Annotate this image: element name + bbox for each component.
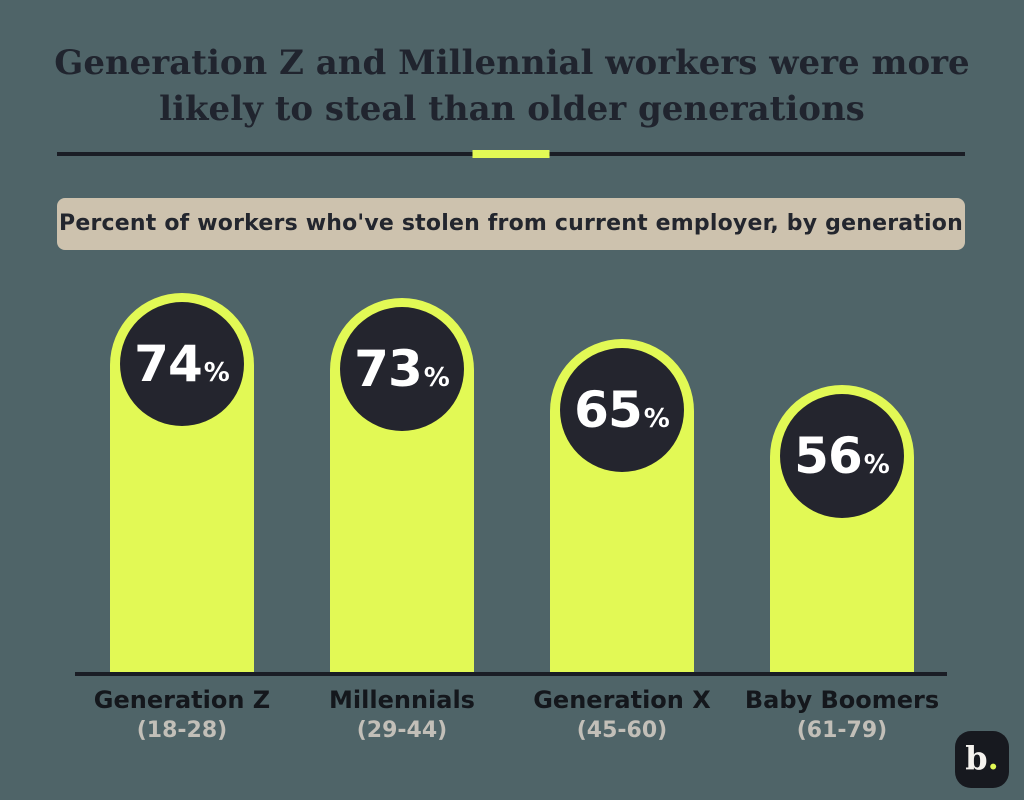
age-range-millennials: (29-44) (356, 718, 448, 743)
divider-accent-segment (472, 150, 550, 158)
age-range-generation-z: (18-28) (136, 718, 228, 743)
value-label: 56% (794, 427, 890, 485)
subtitle-banner: Percent of workers who've stolen from cu… (57, 198, 965, 250)
brand-logo: b. (955, 731, 1009, 788)
chart-title-line2: likely to steal than older generations (159, 89, 865, 129)
category-label-generation-x: Generation X (533, 686, 711, 714)
value-bubble-millennials: 73% (340, 307, 464, 431)
percent-sign: % (863, 450, 890, 480)
percent-sign: % (423, 363, 450, 393)
bar-generation-x: 65% (550, 339, 694, 672)
age-range-baby-boomers: (61-79) (796, 718, 888, 743)
brand-logo-dot: . (987, 738, 999, 777)
title-divider (57, 150, 965, 158)
value-bubble-generation-z: 74% (120, 302, 244, 426)
bar-baby-boomers: 56% (770, 385, 914, 672)
category-label-generation-z: Generation Z (93, 686, 271, 714)
value-label: 73% (354, 340, 450, 398)
bar-millennials: 73% (330, 298, 474, 672)
subtitle-text: Percent of workers who've stolen from cu… (59, 211, 963, 236)
percent-sign: % (203, 358, 230, 388)
value-label: 74% (134, 335, 230, 393)
chart-title: Generation Z and Millennial workers were… (0, 40, 1024, 132)
value-bubble-baby-boomers: 56% (780, 394, 904, 518)
category-label-baby-boomers: Baby Boomers (744, 686, 940, 714)
bar-generation-z: 74% (110, 293, 254, 672)
age-range-generation-x: (45-60) (576, 718, 668, 743)
value-label: 65% (574, 381, 670, 439)
brand-logo-letter: b (965, 738, 988, 777)
chart-title-line1: Generation Z and Millennial workers were… (54, 43, 970, 83)
percent-sign: % (643, 404, 670, 434)
category-label-millennials: Millennials (329, 686, 475, 714)
x-axis-line (75, 672, 947, 676)
value-bubble-generation-x: 65% (560, 348, 684, 472)
